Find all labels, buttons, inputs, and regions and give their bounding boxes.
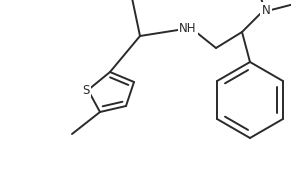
Text: S: S: [82, 84, 90, 96]
Text: N: N: [262, 3, 270, 17]
Text: NH: NH: [179, 21, 197, 35]
